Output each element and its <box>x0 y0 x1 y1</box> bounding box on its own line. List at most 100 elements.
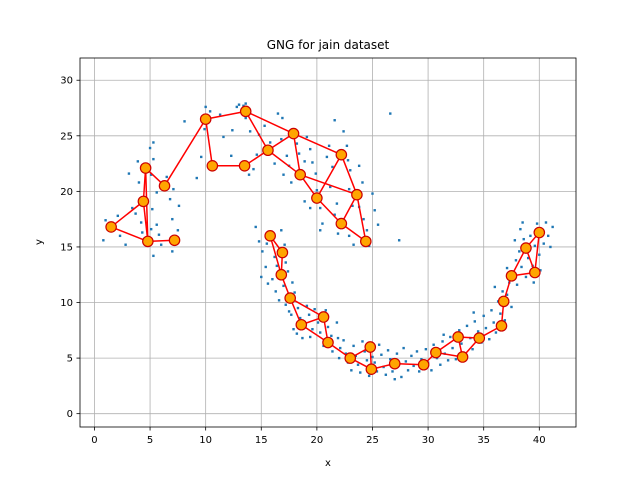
data-point <box>446 359 450 362</box>
gng-node <box>417 358 430 371</box>
data-point <box>319 229 322 232</box>
data-point <box>148 146 152 150</box>
data-point <box>361 181 364 184</box>
data-point <box>551 225 554 229</box>
x-tick-label: 5 <box>147 435 153 446</box>
gng-node <box>364 341 377 353</box>
gng-node <box>344 352 357 364</box>
data-point <box>499 312 502 315</box>
data-point <box>329 185 332 189</box>
data-point <box>172 187 175 191</box>
data-point <box>424 347 428 351</box>
data-point <box>373 361 376 364</box>
data-point <box>336 336 340 340</box>
data-point <box>309 147 312 151</box>
data-point <box>286 270 290 273</box>
data-point <box>290 181 293 184</box>
data-point <box>361 340 364 343</box>
data-point <box>412 364 415 368</box>
data-point <box>519 227 522 231</box>
data-point <box>266 282 270 285</box>
x-tick-label: 0 <box>91 435 97 446</box>
gng-edge <box>340 154 358 195</box>
x-tick-label: 35 <box>477 435 490 446</box>
data-point <box>465 324 469 328</box>
data-point <box>514 259 518 262</box>
data-point <box>244 116 247 120</box>
gng-node <box>168 234 181 247</box>
x-axis-ticks: 0 5 10 15 20 25 30 35 40 <box>91 427 546 446</box>
data-point <box>152 157 155 161</box>
gng-node <box>105 221 117 233</box>
data-point <box>513 239 517 242</box>
data-point <box>265 242 269 245</box>
data-point <box>136 160 140 163</box>
data-point <box>305 304 309 308</box>
y-axis-label: y <box>34 239 45 245</box>
data-point <box>333 119 336 122</box>
data-point <box>183 120 186 123</box>
gng-edge <box>534 232 541 273</box>
data-point <box>335 202 339 205</box>
gng-node <box>360 235 372 248</box>
data-point <box>127 172 131 175</box>
data-point <box>155 191 158 194</box>
data-point <box>542 242 545 245</box>
data-point <box>275 264 279 268</box>
data-point <box>321 222 324 225</box>
data-point <box>285 154 289 158</box>
data-point <box>356 363 360 366</box>
gng-node <box>495 320 508 332</box>
data-point <box>271 277 274 281</box>
data-point <box>254 225 257 229</box>
data-point <box>291 281 294 284</box>
data-point <box>255 153 259 156</box>
data-point <box>347 234 351 238</box>
data-point <box>365 229 369 232</box>
data-point <box>367 374 371 378</box>
data-point <box>131 206 134 210</box>
data-point <box>177 204 181 208</box>
gng-node <box>199 113 212 125</box>
data-point <box>208 110 212 113</box>
data-point <box>386 349 390 352</box>
data-point <box>488 337 491 341</box>
data-point <box>346 159 350 162</box>
data-point <box>533 244 537 248</box>
data-point <box>354 354 358 358</box>
data-point <box>549 245 552 249</box>
data-point <box>244 102 247 105</box>
data-point <box>139 221 143 224</box>
y-tick-label: 10 <box>60 298 73 309</box>
data-point <box>311 161 314 164</box>
data-point <box>397 239 401 242</box>
x-tick-label: 20 <box>311 435 324 446</box>
data-point <box>281 116 284 120</box>
data-point <box>116 214 120 218</box>
gng-node <box>497 295 510 308</box>
data-point <box>293 291 296 294</box>
data-point <box>400 375 403 379</box>
gng-node <box>139 162 152 174</box>
plot-frame <box>79 57 577 428</box>
gng-node <box>351 188 363 201</box>
gng-edge <box>356 194 367 242</box>
data-point <box>268 141 272 144</box>
data-point <box>451 346 454 350</box>
data-point <box>176 229 180 232</box>
data-point <box>276 112 280 115</box>
data-point <box>335 321 339 324</box>
gng-node <box>473 332 486 344</box>
gng-node <box>388 357 401 370</box>
data-point <box>393 378 396 381</box>
gng-node <box>365 363 378 376</box>
data-point <box>296 306 300 310</box>
data-point <box>264 265 267 269</box>
data-point <box>118 234 122 238</box>
data-point <box>165 175 168 179</box>
data-point <box>282 284 285 288</box>
gng-edge <box>110 226 149 243</box>
data-point <box>319 331 322 334</box>
